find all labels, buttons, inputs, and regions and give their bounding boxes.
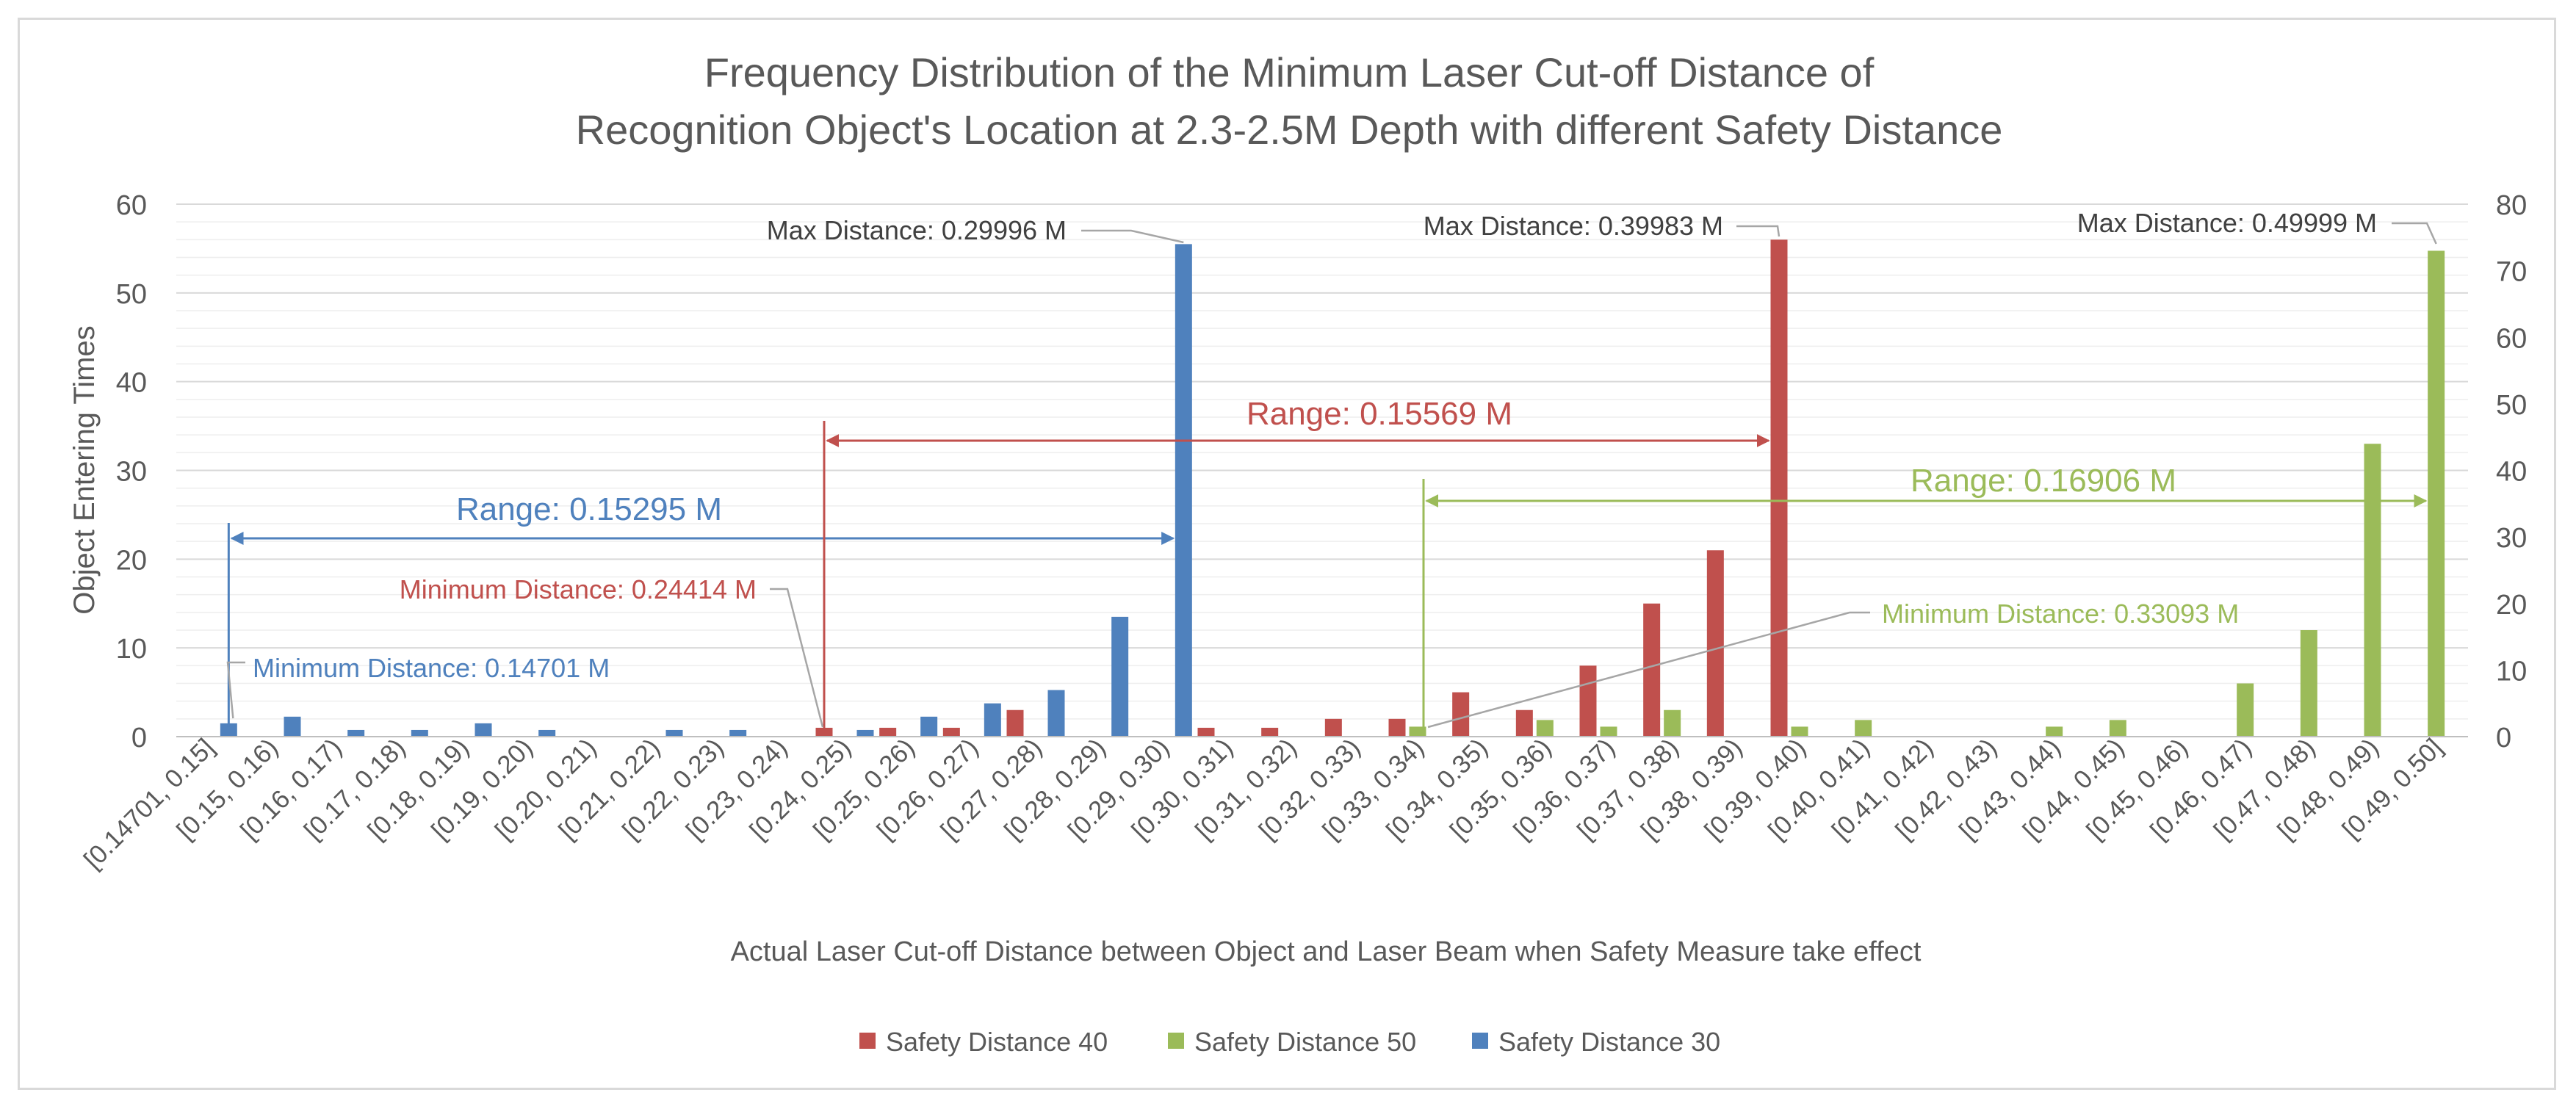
bar-safety-distance-50 [1791, 726, 1808, 737]
y-right-tick-label: 80 [2496, 190, 2527, 221]
blue-min-label: Minimum Distance: 0.14701 M [253, 653, 610, 683]
bars [220, 239, 2445, 737]
chart-title-line-1: Frequency Distribution of the Minimum La… [704, 49, 1875, 95]
bar-safety-distance-30 [665, 729, 683, 737]
green-max-label: Max Distance: 0.49999 M [2077, 208, 2377, 238]
annotations: Max Distance: 0.29996 M Max Distance: 0.3… [226, 208, 2437, 731]
bar-safety-distance-30 [411, 729, 428, 737]
red-max-leader-line [1736, 225, 1781, 237]
bar-safety-distance-30 [1111, 616, 1129, 737]
bar-safety-distance-30 [475, 723, 492, 737]
bar-safety-distance-50 [2109, 720, 2126, 737]
y-right-tick-label: 60 [2496, 323, 2527, 354]
x-axis-label: Actual Laser Cut-off Distance between Ob… [731, 936, 1922, 967]
legend-label: Safety Distance 50 [1194, 1027, 1416, 1057]
chart-frame [18, 18, 2556, 1090]
red-min-leader-line [770, 588, 824, 728]
y-right-tick-label: 0 [2496, 723, 2511, 754]
blue-range-label: Range: 0.15295 M [456, 491, 722, 527]
bar-safety-distance-50 [1409, 726, 1426, 737]
bar-safety-distance-30 [984, 703, 1001, 737]
bar-safety-distance-30 [1047, 690, 1065, 737]
bar-safety-distance-50 [2046, 726, 2063, 737]
bar-safety-distance-40 [1515, 709, 1533, 737]
bar-safety-distance-40 [1261, 727, 1279, 737]
bar-safety-distance-30 [856, 729, 874, 737]
bar-safety-distance-50 [2300, 630, 2317, 737]
bar-safety-distance-40 [1579, 665, 1597, 737]
bar-safety-distance-50 [2428, 250, 2445, 737]
bar-safety-distance-30 [220, 723, 237, 737]
bar-safety-distance-50 [1536, 720, 1554, 737]
bar-safety-distance-30 [347, 729, 365, 737]
legend-swatch [1168, 1033, 1184, 1049]
bar-safety-distance-50 [1600, 726, 1617, 737]
red-max-label: Max Distance: 0.39983 M [1424, 211, 1723, 241]
bar-safety-distance-40 [1006, 709, 1024, 737]
red-min-label: Minimum Distance: 0.24414 M [400, 574, 757, 604]
bar-safety-distance-30 [729, 729, 747, 737]
bar-safety-distance-30 [284, 716, 301, 737]
y-left-tick-label: 30 [116, 457, 147, 488]
bar-safety-distance-50 [1664, 709, 1681, 737]
bar-safety-distance-40 [1324, 718, 1342, 737]
legend-label: Safety Distance 40 [886, 1027, 1108, 1057]
legend-swatch [859, 1033, 876, 1049]
y-right-tick-label: 20 [2496, 590, 2527, 621]
bar-safety-distance-40 [1770, 239, 1788, 737]
y-right-tick-label: 10 [2496, 656, 2527, 687]
y-left-tick-label: 60 [116, 190, 147, 221]
green-min-leader-line [1427, 611, 1870, 729]
bar-safety-distance-40 [1388, 718, 1406, 737]
y-axis-label: Object Entering Times [68, 325, 101, 615]
blue-max-label: Max Distance: 0.29996 M [767, 215, 1067, 245]
y-left-tick-label: 50 [116, 279, 147, 310]
red-range-label: Range: 0.15569 M [1246, 396, 1512, 432]
bar-safety-distance-40 [1706, 550, 1724, 737]
legend-swatch [1472, 1033, 1488, 1049]
chart-title-line-2: Recognition Object's Location at 2.3-2.5… [576, 106, 2003, 153]
bar-safety-distance-40 [815, 727, 833, 737]
bar-safety-distance-40 [1197, 727, 1215, 737]
bar-safety-distance-50 [1855, 720, 1872, 737]
bar-safety-distance-30 [538, 729, 556, 737]
legend: Safety Distance 40 Safety Distance 50 Safe… [859, 1027, 1720, 1057]
bar-safety-distance-40 [879, 727, 897, 737]
bar-safety-distance-30 [1175, 244, 1192, 737]
y-right-tick-label: 70 [2496, 257, 2527, 288]
y-left-tick-label: 20 [116, 545, 147, 576]
legend-label: Safety Distance 30 [1498, 1027, 1720, 1057]
bar-safety-distance-40 [1452, 692, 1470, 737]
green-min-label: Minimum Distance: 0.33093 M [1882, 599, 2239, 629]
bar-safety-distance-50 [2237, 683, 2254, 737]
y-left-tick-label: 10 [116, 634, 147, 665]
y-right-tick-label: 50 [2496, 390, 2527, 421]
green-max-leader-line [2392, 222, 2437, 245]
green-range-label: Range: 0.16906 M [1911, 463, 2176, 499]
bar-safety-distance-40 [942, 727, 960, 737]
bar-safety-distance-30 [920, 716, 938, 737]
y-left-tick-label: 0 [131, 723, 147, 754]
y-left-tick-label: 40 [116, 368, 147, 399]
bar-safety-distance-50 [2364, 444, 2381, 737]
y-right-tick-label: 30 [2496, 523, 2527, 554]
y-right-tick-label: 40 [2496, 457, 2527, 488]
blue-min-leader-line [226, 661, 245, 719]
bar-safety-distance-40 [1643, 603, 1661, 737]
blue-max-leader-line [1081, 229, 1184, 244]
